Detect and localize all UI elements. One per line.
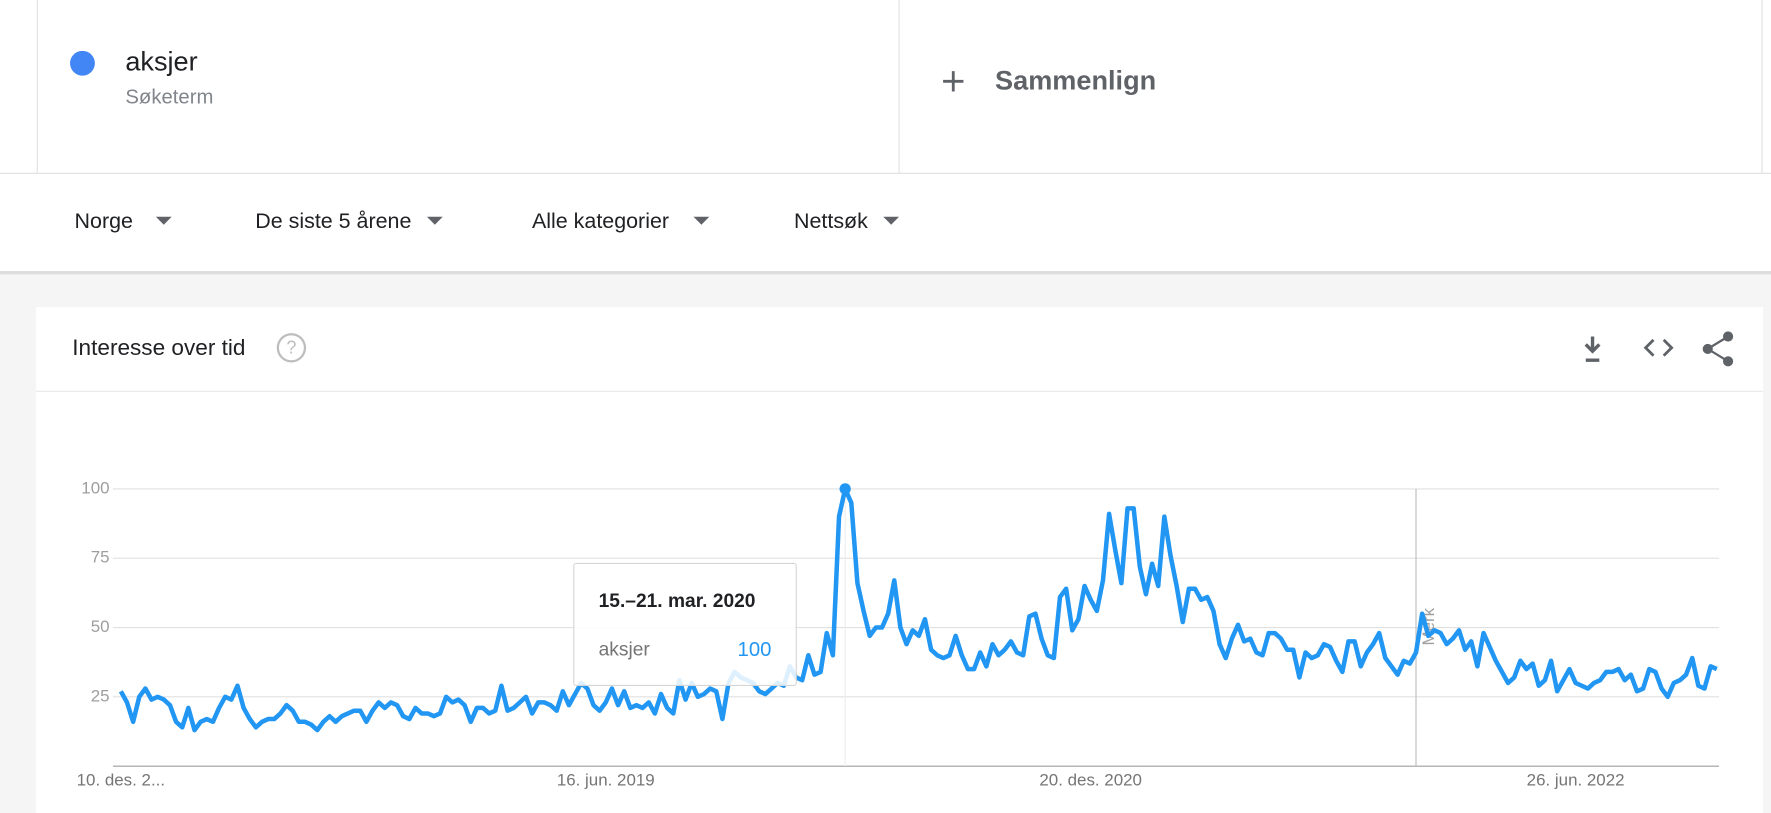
filter[interactable]: De siste 5 årene <box>255 209 411 233</box>
dropdown-arrow[interactable] <box>426 216 443 225</box>
tooltip-box <box>573 562 797 686</box>
x-tick-label: 10. des. 2... <box>77 770 165 789</box>
term[interactable]: aksjer <box>125 45 197 76</box>
dropdown-arrow[interactable] <box>155 216 172 225</box>
embed-icon[interactable] <box>1643 338 1674 357</box>
download-icon[interactable] <box>1584 336 1601 362</box>
y-tick-label: 75 <box>91 548 110 567</box>
compare[interactable]: Sammenlign <box>995 65 1156 96</box>
y-tick-label: 50 <box>91 617 110 636</box>
filter[interactable]: Nettsøk <box>794 209 868 233</box>
svg-text:?: ? <box>286 338 296 358</box>
panel-title: Interesse over tid <box>72 335 245 360</box>
term-sub: Søketerm <box>125 87 213 109</box>
filter[interactable]: Alle kategorier <box>532 209 669 233</box>
tooltip: 15.–21. mar. 2020 aksjer 100 <box>573 562 797 686</box>
top-area <box>0 0 1771 271</box>
y-tick-label: 25 <box>91 686 110 705</box>
term-dot <box>70 50 95 76</box>
tooltip-title: 15.–21. mar. 2020 <box>599 591 756 612</box>
dropdown-arrow[interactable] <box>693 216 710 225</box>
plot: 25 50 75 100 10. des. 2... 16. jun. 2019 20. d… <box>77 478 1720 789</box>
x-tick-label: 26. jun. 2022 <box>1527 770 1625 789</box>
x-tick-label: 16. jun. 2019 <box>557 770 655 789</box>
dropdown-arrow[interactable] <box>883 216 900 225</box>
tooltip-series: aksjer <box>599 639 651 660</box>
tooltip-value: 100 <box>738 639 772 661</box>
hover-point <box>839 483 851 495</box>
filter[interactable]: Norge <box>75 209 133 233</box>
y-tick-label: 100 <box>81 478 109 497</box>
series-line <box>118 486 1718 733</box>
plus-icon[interactable] <box>943 71 964 92</box>
shadow <box>0 271 1771 275</box>
share-icon[interactable] <box>1702 331 1734 367</box>
help-icon[interactable]: ? <box>276 333 307 363</box>
card <box>36 307 1764 813</box>
x-tick-label: 20. des. 2020 <box>1039 770 1142 789</box>
